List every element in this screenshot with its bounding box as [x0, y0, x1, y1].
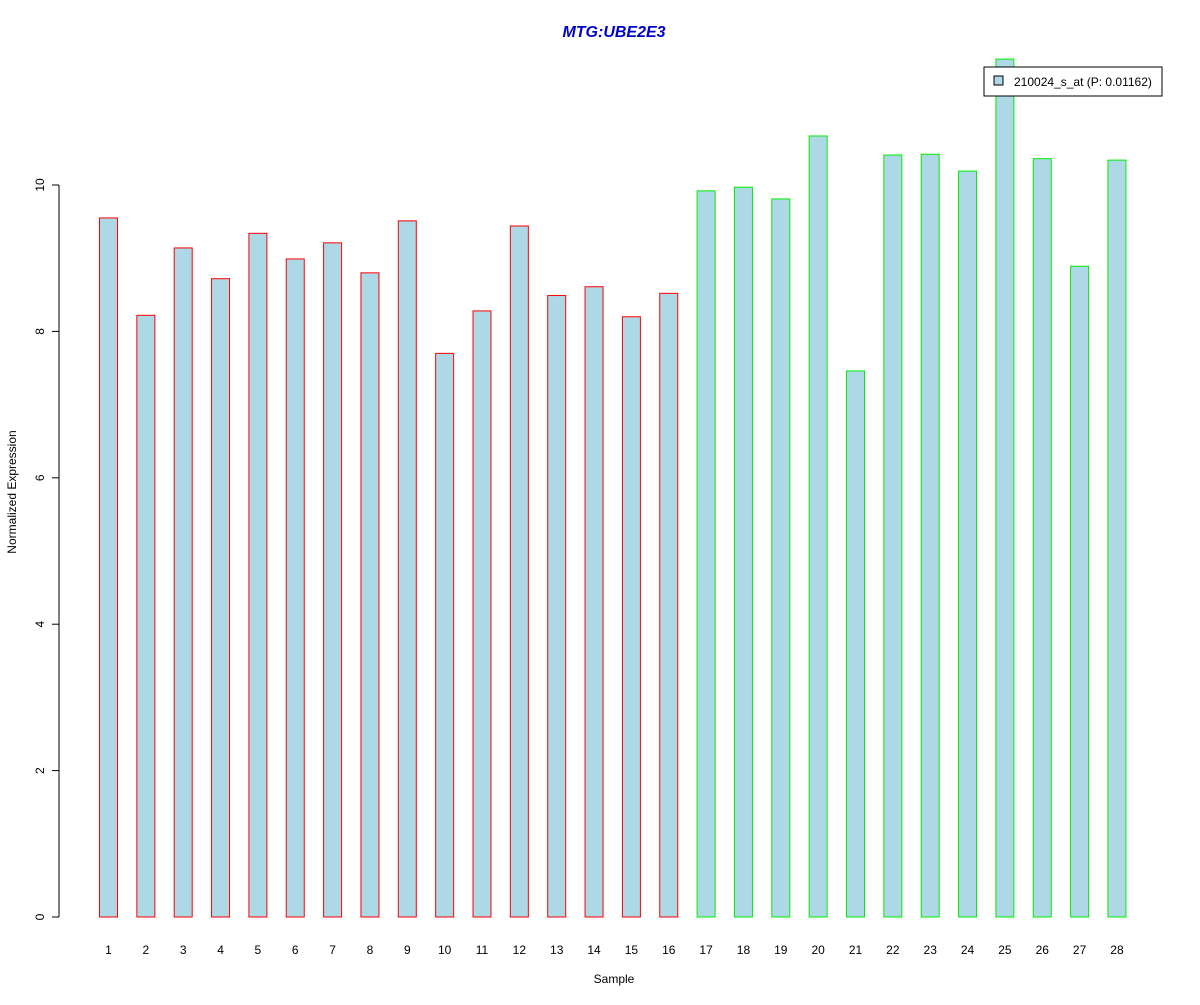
x-tick-labels: 1 2 3 4 5 6 7 8 9 10 11 12 13 14 15 16 17 18 19 20 21 22 23 24 2…: [105, 943, 1124, 957]
bar-sample-15: [621, 316, 641, 918]
x-tick-label: 12: [513, 943, 527, 957]
bar-sample-3: [173, 247, 193, 918]
y-axis-label: Normalized Expression: [5, 430, 19, 553]
x-tick-label: 21: [849, 943, 863, 957]
bar-sample-5: [248, 232, 268, 918]
y-tick-label: 6: [33, 474, 47, 481]
bar-sample-26: [1032, 158, 1052, 918]
legend-label: 210024_s_at (P: 0.01162): [1014, 75, 1152, 89]
bar-sample-24: [958, 170, 978, 918]
x-tick-label: 10: [438, 943, 452, 957]
x-tick-label: 22: [886, 943, 900, 957]
x-tick-label: 13: [550, 943, 564, 957]
x-tick-label: 23: [924, 943, 938, 957]
bar-sample-23: [920, 153, 940, 918]
bar-sample-19: [771, 198, 791, 918]
y-tick-label: 2: [33, 767, 47, 774]
bar-sample-10: [435, 352, 455, 918]
y-tick-label: 10: [33, 178, 47, 192]
bar-sample-12: [509, 225, 529, 918]
x-tick-label: 9: [404, 943, 411, 957]
bar-sample-2: [136, 314, 156, 918]
bar-sample-14: [584, 286, 604, 918]
x-tick-label: 14: [587, 943, 601, 957]
x-tick-label: 25: [998, 943, 1012, 957]
bar-sample-21: [846, 370, 865, 918]
legend-swatch: [993, 75, 1004, 86]
bar-sample-6: [285, 258, 305, 918]
bar-sample-9: [397, 220, 417, 918]
bar-sample-20: [808, 135, 828, 918]
bar-sample-13: [547, 295, 567, 918]
y-axis: 0 2 4 6 8 10: [33, 178, 60, 920]
x-axis-label: Sample: [594, 972, 635, 986]
x-tick-label: 20: [811, 943, 825, 957]
x-tick-label: 28: [1110, 943, 1124, 957]
bar-sample-28: [1107, 159, 1127, 918]
bars-group: [99, 58, 1127, 918]
bar-sample-1: [99, 217, 118, 918]
x-tick-label: 4: [217, 943, 224, 957]
bar-sample-22: [883, 154, 903, 918]
x-tick-label: 18: [737, 943, 751, 957]
bar-sample-4: [211, 278, 231, 918]
x-tick-label: 27: [1073, 943, 1087, 957]
legend-box: [983, 66, 1163, 97]
x-tick-label: 19: [774, 943, 788, 957]
x-tick-label: 5: [255, 943, 262, 957]
x-tick-label: 16: [662, 943, 676, 957]
y-tick-label: 4: [33, 621, 47, 628]
bar-sample-27: [1070, 265, 1090, 918]
legend: 210024_s_at (P: 0.01162): [983, 66, 1163, 97]
x-tick-label: 6: [292, 943, 299, 957]
x-tick-label: 7: [329, 943, 336, 957]
x-tick-label: 8: [367, 943, 374, 957]
bar-sample-8: [360, 272, 380, 918]
x-tick-label: 15: [625, 943, 639, 957]
x-tick-label: 26: [1036, 943, 1050, 957]
x-tick-label: 24: [961, 943, 975, 957]
x-tick-label: 1: [105, 943, 112, 957]
x-tick-label: 17: [699, 943, 713, 957]
bar-sample-16: [659, 292, 679, 918]
chart-title: MTG:UBE2E3: [562, 24, 665, 41]
y-tick-label: 8: [33, 328, 47, 335]
x-tick-label: 2: [143, 943, 150, 957]
bar-sample-7: [323, 242, 343, 918]
bar-sample-11: [472, 310, 492, 918]
x-tick-label: 3: [180, 943, 187, 957]
bar-sample-25: [995, 58, 1015, 918]
bar-sample-18: [733, 186, 753, 918]
y-tick-label: 0: [33, 913, 47, 920]
bar-sample-17: [696, 190, 716, 918]
x-tick-label: 11: [476, 943, 489, 957]
